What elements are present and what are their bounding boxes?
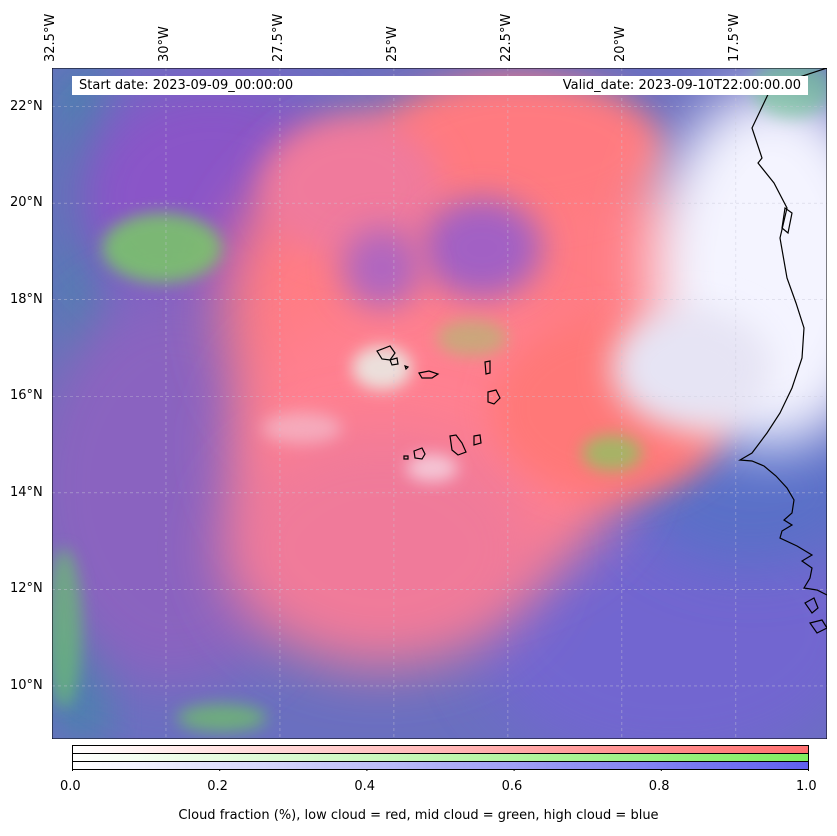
colorbar (72, 745, 809, 771)
longitude-tick-label: 30°W (156, 26, 172, 62)
longitude-tick-label: 32.5°W (43, 13, 58, 62)
longitude-tick-label: 22.5°W (498, 13, 514, 62)
latitude-tick-label: 10°N (10, 677, 43, 693)
latitude-tick-label: 22°N (10, 98, 43, 114)
colorbar-tick-label: 0.2 (207, 779, 228, 794)
valid-date-label: Valid_date: 2023-09-10T22:00:00.00 (352, 76, 808, 95)
longitude-tick-label: 20°W (612, 26, 628, 62)
latitude-tick-label: 20°N (10, 195, 43, 211)
start-date-label: Start date: 2023-09-09_00:00:00 (72, 76, 359, 95)
colorbar-tick-label: 0.8 (648, 779, 670, 794)
colorbar-tick-label: 0.6 (501, 779, 523, 794)
colorbar-tick-label: 1.0 (796, 779, 817, 794)
latitude-tick-label: 18°N (10, 291, 43, 307)
valid-date-text: Valid_date: 2023-09-10T22:00:00.00 (562, 78, 801, 93)
latitude-tick-label: 16°N (10, 388, 43, 404)
latitude-tick-label: 14°N (10, 484, 43, 500)
latitude-tick-label: 12°N (10, 581, 43, 597)
cloud-map (52, 68, 827, 739)
colorbar-label: Cloud fraction (%), low cloud = red, mid… (178, 808, 659, 823)
colorbar-tick-label: 0.4 (354, 779, 376, 794)
map-gridlines (52, 68, 827, 739)
colorbar-mid-cloud (72, 753, 809, 762)
longitude-tick-label: 25°W (384, 26, 400, 62)
coastline (376, 68, 827, 634)
longitude-tick-label: 17.5°W (726, 13, 742, 62)
mid-cloud-region (102, 213, 222, 283)
island (376, 345, 396, 361)
longitude-tick-label: 27.5°W (270, 13, 286, 62)
colorbar-high-cloud (72, 761, 809, 770)
colorbar-tick-label: 0.0 (60, 779, 81, 794)
colorbar-low-cloud (72, 745, 809, 754)
